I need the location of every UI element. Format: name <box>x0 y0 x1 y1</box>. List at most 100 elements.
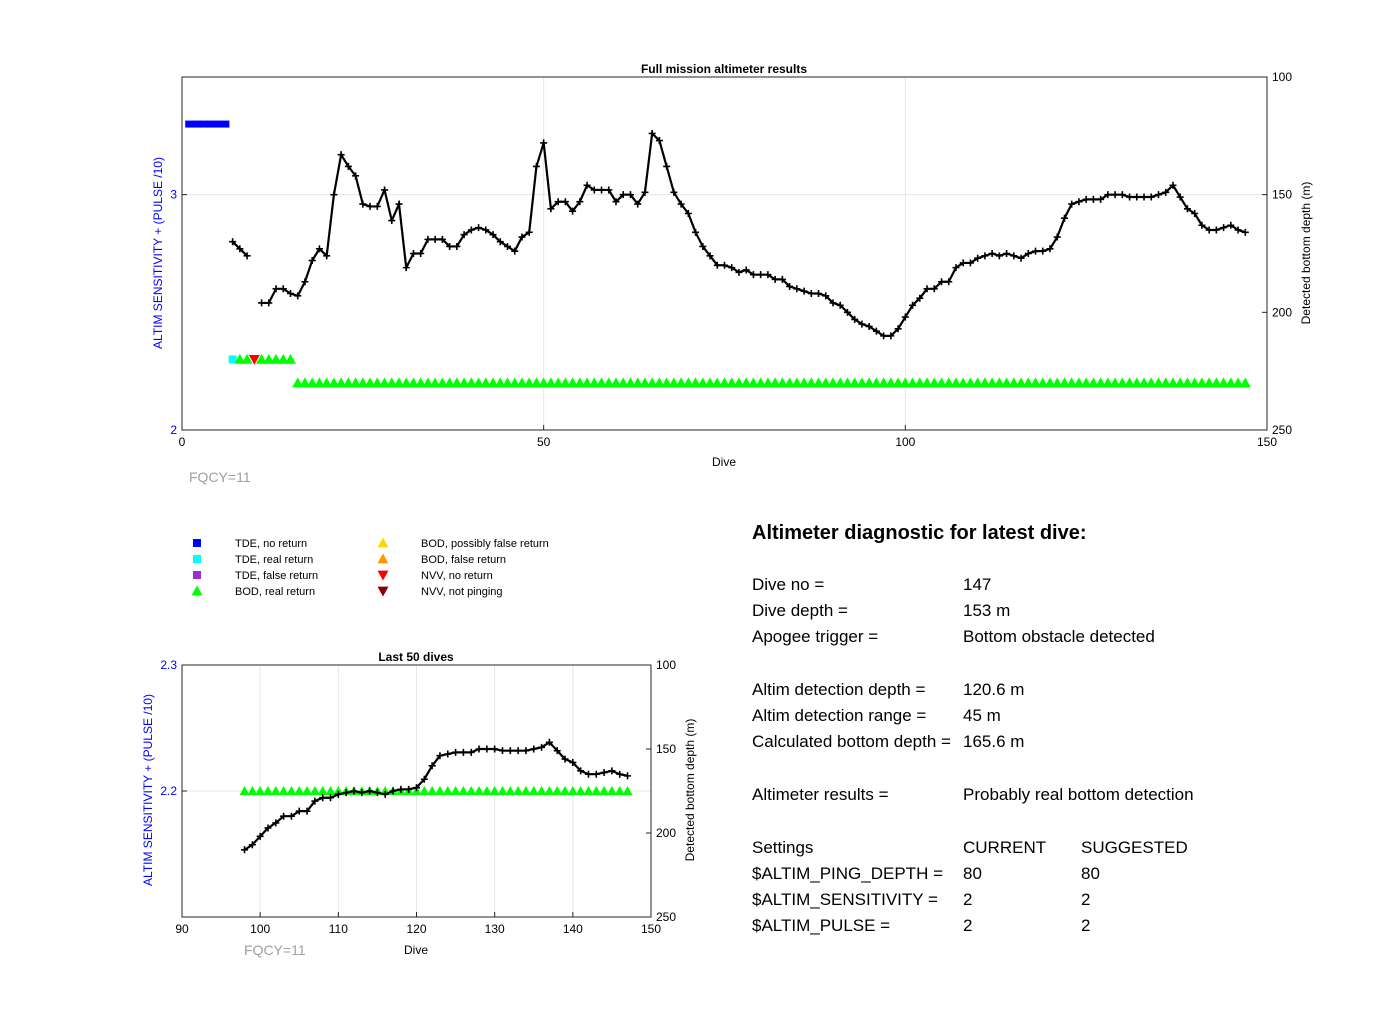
bottom-depth-point <box>522 747 530 755</box>
bottom-depth-point <box>280 812 288 820</box>
bottom-depth-point <box>634 200 642 208</box>
y-axis-label: ALTIM SENSITIVITY + (PULSE /10) <box>151 157 165 349</box>
bottom-depth-point <box>514 747 522 755</box>
bod-real-return-marker <box>239 786 250 795</box>
legend-item: BOD, false return <box>377 553 506 566</box>
bod-real-return-marker <box>523 377 535 388</box>
bottom-depth-point <box>561 755 569 763</box>
bottom-depth-point <box>749 271 757 279</box>
bottom-depth-point <box>800 287 808 295</box>
bottom-depth-point <box>460 231 468 239</box>
bod-real-return-marker <box>509 377 521 388</box>
bottom-depth-point <box>1147 193 1155 201</box>
bottom-depth-point <box>699 242 707 250</box>
plot-frame <box>181 76 1268 431</box>
bod-real-return-marker <box>480 377 492 388</box>
bod-real-return-marker <box>1232 377 1244 388</box>
bod-real-return-marker <box>497 786 508 795</box>
bottom-depth-point <box>301 278 309 286</box>
bod-real-return-marker <box>972 377 984 388</box>
bottom-depth-point <box>446 242 454 250</box>
bottom-depth-point <box>815 290 823 298</box>
bod-real-return-marker <box>668 377 680 388</box>
bod-real-return-marker <box>596 377 608 388</box>
bod-real-return-marker <box>263 353 275 364</box>
y2-tick-label: 250 <box>656 910 676 924</box>
bod-real-return-marker <box>957 377 969 388</box>
bod-real-return-marker <box>1210 377 1222 388</box>
bottom-depth-point <box>1046 245 1054 253</box>
bod-real-return-marker <box>241 353 253 364</box>
bod-real-return-marker <box>841 377 853 388</box>
bod-real-return-marker <box>769 377 781 388</box>
bod-real-return-marker <box>538 377 550 388</box>
bod-real-return-marker <box>292 377 304 388</box>
bod-real-return-marker <box>1058 377 1070 388</box>
bod-real-return-marker <box>407 377 419 388</box>
bottom-depth-point <box>1205 226 1213 234</box>
bottom-depth-point <box>807 290 815 298</box>
y2-tick-label: 200 <box>1272 305 1292 319</box>
bottom-depth-point <box>872 327 880 335</box>
bod-real-return-marker <box>646 377 658 388</box>
x-tick-label: 100 <box>250 922 270 936</box>
x-axis-label: Dive <box>712 455 736 469</box>
bottom-depth-point <box>373 202 381 210</box>
bottom-depth-point <box>553 747 561 755</box>
bottom-depth-point <box>865 322 873 330</box>
legend-marker <box>377 553 389 564</box>
bod-real-return-marker <box>1138 377 1150 388</box>
bod-real-return-marker <box>603 377 615 388</box>
bod-real-return-marker <box>639 377 651 388</box>
bottom-depth-point <box>294 292 302 300</box>
bod-real-return-marker <box>481 786 492 795</box>
bottom-depth-point <box>459 748 467 756</box>
bod-real-return-marker <box>313 377 325 388</box>
label: Apogee trigger = <box>752 627 879 646</box>
bottom-depth-point <box>467 226 475 234</box>
bottom-depth-point <box>706 252 714 260</box>
bottom-depth-point <box>713 261 721 269</box>
bod-real-return-marker <box>784 377 796 388</box>
bod-real-return-marker <box>1218 377 1230 388</box>
fqcy-annotation: FQCY=11 <box>189 469 251 485</box>
bottom-depth-point <box>540 139 548 147</box>
bottom-depth-point <box>684 209 692 217</box>
bod-real-return-marker <box>1124 377 1136 388</box>
bottom-depth-point <box>1198 221 1206 229</box>
current-value: 2 <box>963 916 973 935</box>
bod-real-return-marker <box>878 377 890 388</box>
bottom-depth-point <box>692 228 700 236</box>
bottom-depth-point <box>397 785 405 793</box>
tde-no-return-marker <box>185 120 194 128</box>
bod-real-return-marker <box>1037 377 1049 388</box>
bod-real-return-marker <box>419 786 430 795</box>
bottom-depth-point <box>757 271 765 279</box>
bottom-depth-point <box>373 789 381 797</box>
bod-real-return-marker <box>899 377 911 388</box>
bottom-depth-point <box>1169 181 1177 189</box>
bottom-depth-point <box>670 188 678 196</box>
bottom-depth-point <box>605 186 613 194</box>
bod-real-return-marker <box>1051 377 1063 388</box>
bottom-depth-point <box>229 238 237 246</box>
bod-real-return-marker <box>545 377 557 388</box>
suggested-value: 2 <box>1081 916 1091 935</box>
bod-real-return-marker <box>442 786 453 795</box>
bottom-depth-point <box>241 846 249 854</box>
bottom-depth-point <box>323 252 331 260</box>
legend-item: BOD, possibly false return <box>377 537 549 550</box>
legend-item: TDE, false return <box>193 570 318 582</box>
bottom-depth-point <box>438 235 446 243</box>
bottom-depth-point <box>1162 188 1170 196</box>
bottom-depth-point <box>344 162 352 170</box>
legend-label: TDE, no return <box>235 538 307 550</box>
bod-real-return-marker <box>704 377 716 388</box>
bottom-depth-point <box>655 137 663 145</box>
bod-real-return-marker <box>278 786 289 795</box>
bod-real-return-marker <box>574 377 586 388</box>
legend-item: BOD, real return <box>191 585 315 598</box>
bottom-depth-point <box>489 231 497 239</box>
bod-real-return-marker <box>1095 377 1107 388</box>
bod-real-return-marker <box>907 377 919 388</box>
